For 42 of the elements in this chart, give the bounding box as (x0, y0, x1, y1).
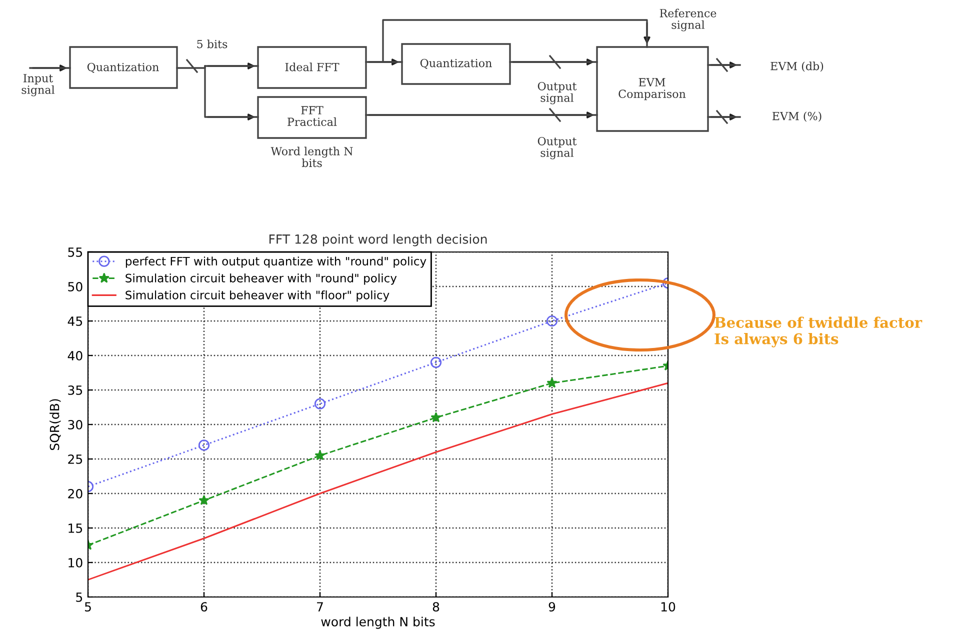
text: Output signal (538, 82, 577, 104)
chart-title: FFT 128 point word length decision (269, 234, 487, 246)
text: 5 bits (197, 40, 228, 48)
text: Because of twiddle factor Is always 6 bits (714, 316, 922, 348)
text: Input signal (22, 74, 55, 96)
y-tick-label: 25 (68, 454, 82, 464)
line-series (88, 382, 668, 581)
legend-label: Simulation circuit beheaver with "floor" policy (126, 290, 390, 302)
y-tick-label: 50 (68, 282, 82, 292)
text: EVM (%) (772, 112, 822, 122)
y-tick-label: 55 (68, 248, 82, 257)
y-axis-title: SQR(dB) (50, 399, 61, 450)
y-tick-label: 20 (68, 488, 82, 498)
text: Ideal FFT (285, 62, 340, 72)
text: EVM (db) (770, 62, 824, 72)
text: EVM Comparison (618, 78, 686, 100)
point (430, 412, 442, 422)
x-tick-label: 10 (661, 602, 676, 612)
text: Output signal (538, 136, 577, 160)
y-tick-label: 30 (68, 420, 82, 430)
point (314, 398, 326, 410)
text: Quantization (87, 62, 159, 73)
x-tick-label: 9 (548, 602, 556, 612)
y-tick-label: 45 (68, 316, 82, 326)
y-tick-label: 15 (68, 524, 82, 533)
legend-label: Simulation circuit beheaver with "round" policy (126, 274, 397, 285)
point (314, 450, 326, 460)
text: Quantization (420, 58, 492, 69)
y-tick-label: 40 (68, 350, 82, 360)
y-tick-label: 5 (76, 592, 82, 602)
x-tick-label: 6 (200, 602, 208, 612)
x-tick-label: 5 (84, 602, 91, 612)
text: Reference signal (660, 8, 716, 32)
point (430, 356, 442, 368)
legend-label: perfect FFT with output quantize with "round" policy (126, 256, 426, 268)
y-tick-label: 35 (68, 385, 82, 395)
text: Word length N bits (270, 146, 353, 168)
x-tick-label: 7 (317, 602, 323, 612)
x-axis-title: word length N bits (321, 616, 435, 629)
text: FFT Practical (288, 106, 337, 126)
y-tick-label: 10 (68, 558, 82, 568)
x-tick-label: 8 (432, 602, 440, 612)
